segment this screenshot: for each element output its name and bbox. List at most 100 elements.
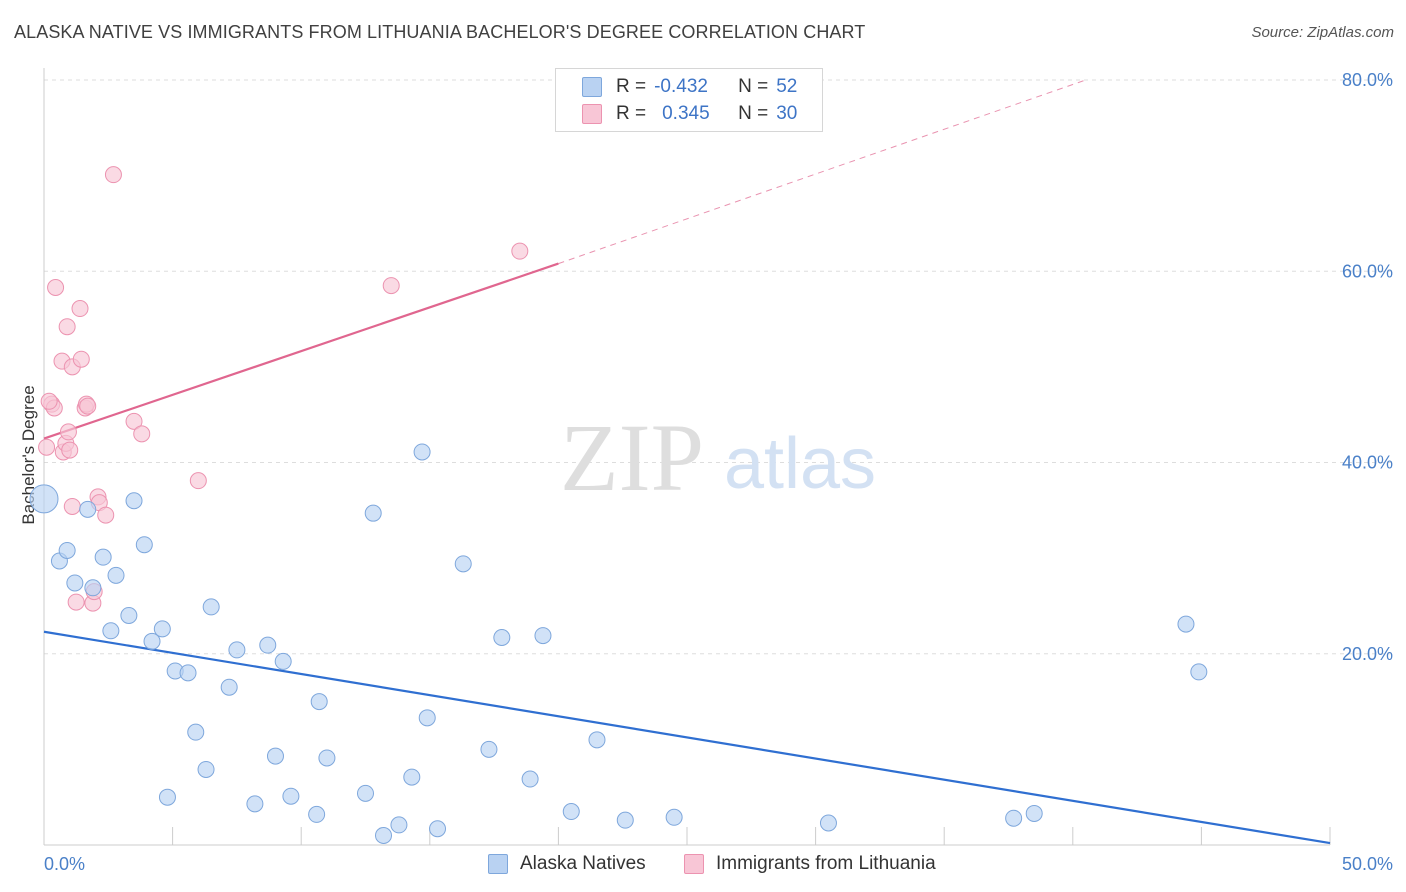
point-alaska	[228, 641, 246, 659]
legend-r-label: R =	[616, 76, 647, 97]
point-alaska	[403, 768, 421, 786]
point-alaska	[153, 620, 171, 638]
point-lithuania	[71, 300, 89, 318]
chart-title: ALASKA NATIVE VS IMMIGRANTS FROM LITHUAN…	[14, 22, 866, 42]
point-alaska	[390, 816, 408, 834]
point-alaska	[364, 504, 382, 522]
legend-row-alaska: R = -0.432 N = 52	[582, 74, 797, 100]
bottom-legend-label: Immigrants from Lithuania	[716, 853, 936, 874]
point-alaska	[308, 805, 326, 823]
point-alaska	[534, 627, 552, 645]
point-alaska	[197, 760, 215, 778]
y-tick-label: 80.0%	[1342, 70, 1393, 90]
bottom-legend-swatch-pink	[684, 854, 704, 874]
point-lithuania	[125, 412, 143, 430]
series-alaska-points	[29, 443, 1208, 844]
trend-line-lithuania-extension	[558, 79, 1086, 265]
point-lithuania	[97, 506, 115, 524]
y-tick-label: 20.0%	[1342, 644, 1393, 664]
point-lithuania	[511, 242, 529, 260]
point-alaska	[318, 749, 336, 767]
y-tick-label: 40.0%	[1342, 453, 1393, 473]
series-lithuania-points	[38, 166, 529, 612]
point-alaska	[310, 693, 328, 711]
tick-labels: 20.0% 40.0% 60.0% 80.0% 0.0% 50.0%	[44, 70, 1393, 874]
point-alaska	[125, 492, 143, 510]
point-lithuania	[189, 472, 207, 490]
point-alaska	[562, 803, 580, 821]
point-alaska	[102, 622, 120, 640]
correlation-legend: R = -0.432 N = 52 R = 0.345 N = 30	[555, 68, 823, 132]
point-alaska	[665, 808, 683, 826]
point-alaska	[274, 652, 292, 670]
point-alaska	[202, 598, 220, 616]
bottom-legend-swatch-blue	[488, 854, 508, 874]
point-alaska	[1025, 804, 1043, 822]
legend-swatch-pink	[582, 104, 602, 124]
legend-swatch-blue	[582, 77, 602, 97]
point-lithuania	[382, 277, 400, 295]
legend-n-label: N =	[738, 76, 769, 97]
point-lithuania	[47, 279, 65, 297]
legend-r-value: -0.432	[654, 76, 708, 97]
point-alaska	[588, 731, 606, 749]
point-alaska	[135, 536, 153, 554]
point-lithuania	[38, 438, 56, 456]
point-lithuania	[104, 166, 122, 184]
bottom-legend-lithuania: Immigrants from Lithuania	[684, 851, 936, 877]
watermark-zip: ZIP	[560, 404, 704, 511]
legend-n-value: 52	[776, 76, 798, 97]
point-alaska	[454, 555, 472, 573]
point-alaska	[1177, 615, 1195, 633]
point-lithuania	[79, 397, 97, 415]
legend-n-value: 30	[776, 103, 798, 124]
point-alaska	[107, 566, 125, 584]
point-alaska	[187, 723, 205, 741]
point-lithuania	[72, 350, 90, 368]
trend-lines	[43, 79, 1331, 845]
point-alaska	[179, 664, 197, 682]
point-alaska	[1005, 809, 1023, 827]
point-alaska	[84, 579, 102, 597]
point-alaska	[143, 632, 161, 650]
grid-lines	[44, 79, 1392, 655]
point-alaska	[29, 484, 59, 514]
bottom-legend-label: Alaska Natives	[520, 853, 646, 874]
point-alaska	[819, 814, 837, 832]
point-alaska	[66, 574, 84, 592]
point-alaska	[58, 541, 76, 559]
point-lithuania	[133, 425, 151, 443]
point-alaska	[259, 636, 277, 654]
point-alaska	[1190, 663, 1208, 681]
y-tick-label: 60.0%	[1342, 261, 1393, 281]
point-alaska	[429, 820, 447, 838]
point-alaska	[418, 709, 436, 727]
trend-line-lithuania	[43, 262, 559, 440]
source-label: Source: ZipAtlas.com	[1251, 24, 1394, 41]
point-lithuania	[59, 423, 77, 441]
point-alaska	[220, 678, 238, 696]
legend-n-label: N =	[738, 103, 769, 124]
watermark-atlas: atlas	[724, 424, 876, 504]
x-tick-label: 50.0%	[1342, 854, 1393, 874]
point-alaska	[480, 740, 498, 758]
point-lithuania	[63, 497, 81, 515]
point-alaska	[521, 770, 539, 788]
point-alaska	[493, 628, 511, 646]
point-lithuania	[58, 318, 76, 336]
point-alaska	[616, 811, 634, 829]
point-alaska	[246, 795, 264, 813]
point-lithuania	[40, 392, 58, 410]
point-alaska	[120, 607, 138, 624]
x-tick-label: 0.0%	[44, 854, 85, 874]
point-alaska	[79, 500, 97, 518]
point-alaska	[158, 788, 176, 806]
legend-r-value: 0.345	[662, 103, 710, 124]
point-alaska	[413, 443, 431, 461]
point-alaska	[375, 826, 393, 844]
trend-line-alaska	[43, 630, 1331, 845]
bottom-legend-alaska: Alaska Natives	[488, 851, 646, 877]
point-alaska	[266, 747, 284, 765]
legend-r-label: R =	[616, 103, 647, 124]
